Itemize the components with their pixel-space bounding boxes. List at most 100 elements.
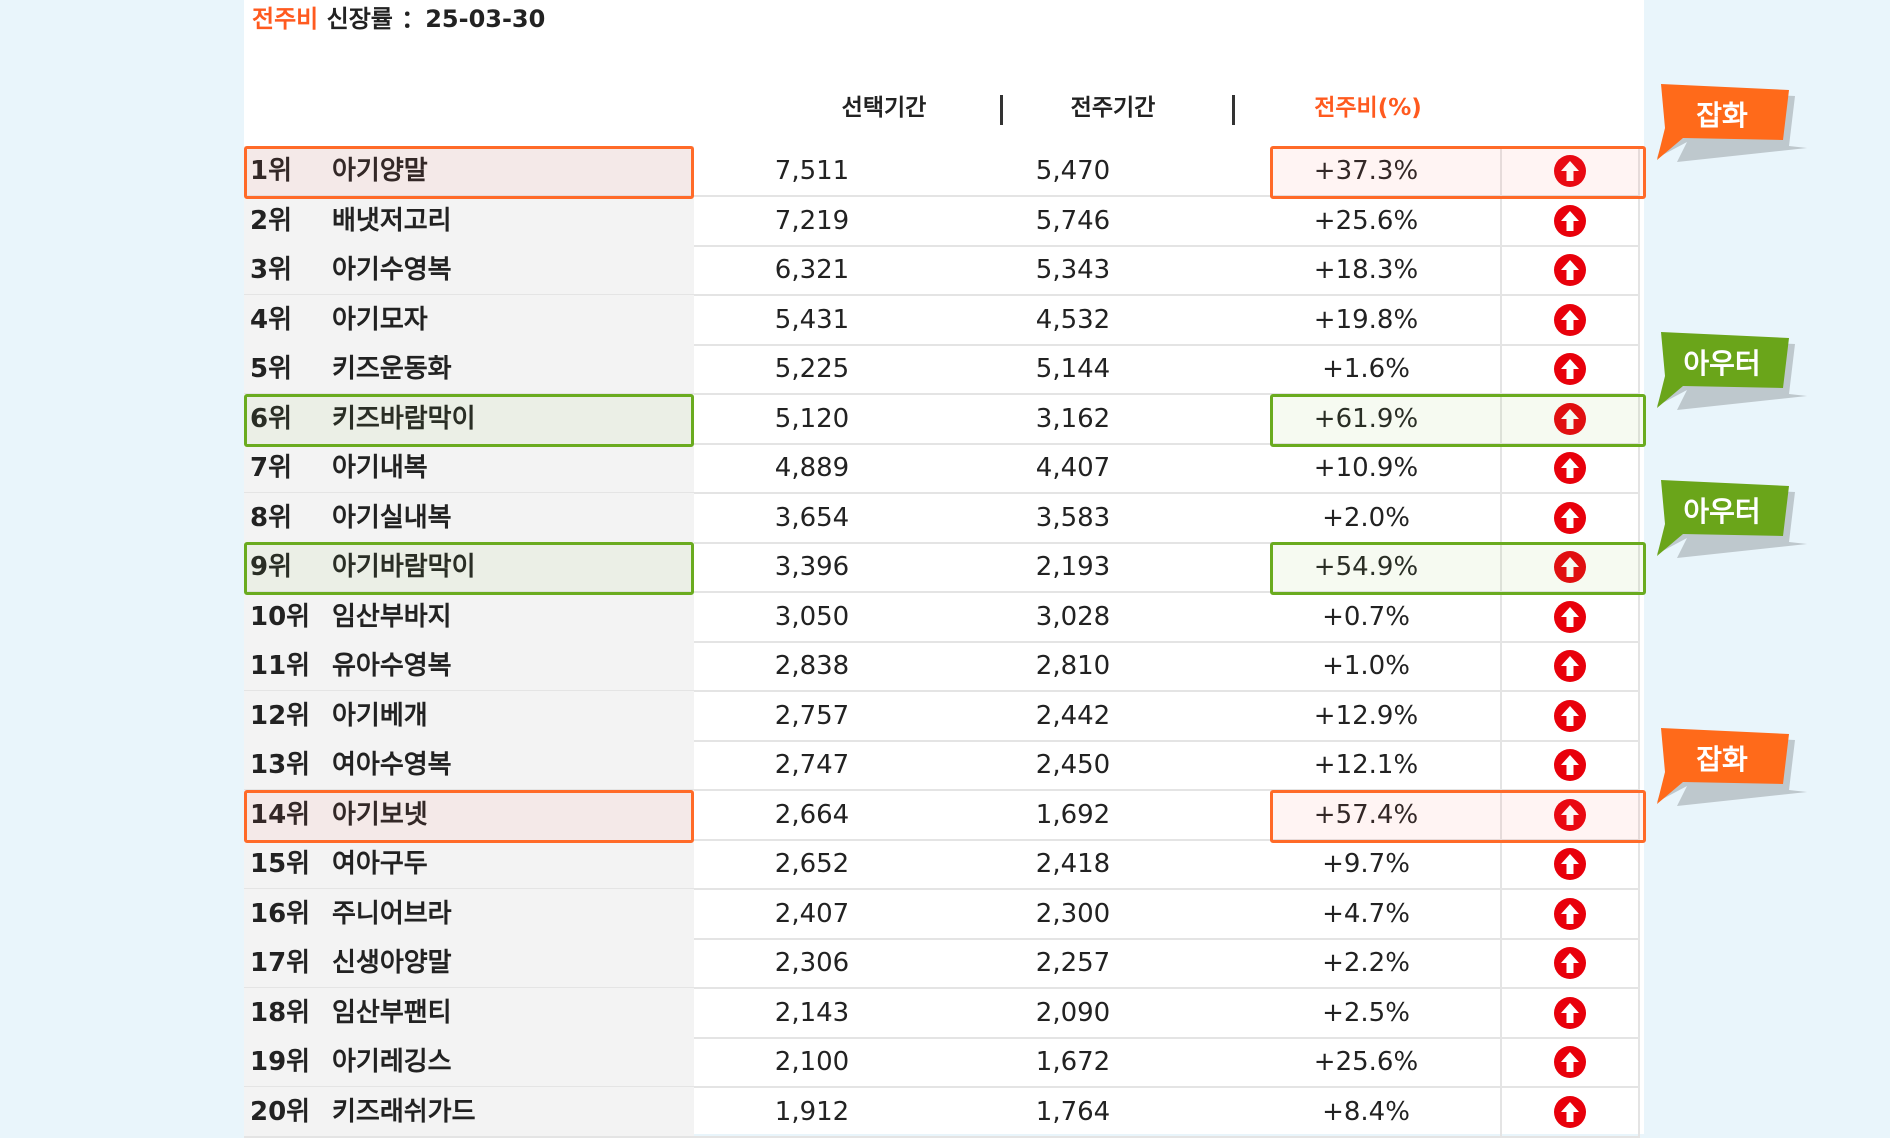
arrow-up-icon <box>1554 452 1586 484</box>
previous-value: 4,407 <box>1035 453 1111 483</box>
category-callout: 잡화 <box>1657 726 1807 816</box>
previous-value: 1,764 <box>1035 1096 1111 1127</box>
arrow-up-icon <box>1554 204 1586 237</box>
rank-label: 8위 <box>250 502 293 533</box>
keyword-name: 주니어브라 <box>332 898 452 929</box>
highlight-box-ratio <box>1270 393 1646 447</box>
previous-value: 2,418 <box>1035 849 1111 879</box>
selected-value: 2,306 <box>774 948 850 978</box>
selected-value: 2,757 <box>774 700 850 731</box>
table-row: 5위 키즈운동화 5,225 5,144 +1.6% <box>244 344 1640 395</box>
column-divider <box>1638 641 1640 690</box>
column-divider <box>1500 740 1502 789</box>
keyword-name: 키즈바람막이 <box>332 403 476 434</box>
previous-value: 2,300 <box>1035 898 1111 929</box>
table-row: 1위 아기양말 7,511 5,470 +37.3% <box>244 146 1640 197</box>
table-row: 7위 아기내복 4,889 4,407 +10.9% <box>244 443 1640 494</box>
column-divider <box>1638 443 1640 492</box>
name-cell <box>244 1086 694 1136</box>
rank-label: 6위 <box>250 403 293 434</box>
column-divider <box>1638 888 1640 938</box>
ratio-value: +2.2% <box>1322 948 1410 978</box>
highlight-box-name <box>244 542 694 595</box>
rank-label: 9위 <box>250 552 293 582</box>
ratio-value: +61.9% <box>1313 403 1419 434</box>
previous-value: 5,144 <box>1035 354 1111 384</box>
column-header-previous: 전주기간 <box>1070 95 1156 121</box>
arrow-up-icon <box>1554 303 1586 336</box>
selected-value: 3,050 <box>774 601 850 632</box>
name-cell <box>244 1037 694 1086</box>
previous-value: 5,746 <box>1035 205 1111 236</box>
arrow-up-icon <box>1554 353 1586 385</box>
ratio-value: +2.5% <box>1322 997 1410 1028</box>
rank-label: 4위 <box>250 304 293 335</box>
ratio-value: +9.7% <box>1322 849 1410 879</box>
rank-label: 2위 <box>250 205 293 236</box>
keyword-name: 아기바람막이 <box>332 552 476 582</box>
selected-value: 5,431 <box>774 304 850 335</box>
column-divider <box>1638 492 1640 542</box>
callout-label: 잡화 <box>1696 99 1748 132</box>
keyword-name: 임산부팬티 <box>332 997 452 1028</box>
callout-shape <box>1657 727 1807 806</box>
callout-shape <box>1657 480 1807 558</box>
column-divider <box>1500 195 1502 245</box>
highlight-box-ratio <box>1270 789 1646 843</box>
keyword-name: 아기모자 <box>332 304 428 335</box>
highlight-box-name <box>244 789 694 843</box>
selected-value: 2,100 <box>774 1047 850 1077</box>
column-divider <box>1500 1086 1502 1136</box>
rank-label: 14위 <box>250 799 311 830</box>
ratio-value: +2.0% <box>1322 502 1410 533</box>
table-row: 11위 유아수영복 2,838 2,810 +1.0% <box>244 641 1640 692</box>
column-divider <box>1638 987 1640 1037</box>
selected-value: 5,225 <box>774 354 850 384</box>
rank-label: 19위 <box>250 1047 311 1077</box>
name-cell <box>244 888 694 938</box>
keyword-name: 키즈운동화 <box>332 354 452 384</box>
table-row: 18위 임산부팬티 2,143 2,090 +2.5% <box>244 987 1640 1039</box>
keyword-name: 아기내복 <box>332 453 428 483</box>
rank-label: 12위 <box>250 700 311 731</box>
highlight-box-name <box>244 146 694 199</box>
name-cell <box>244 740 694 789</box>
column-divider <box>1638 839 1640 888</box>
previous-value: 2,257 <box>1035 948 1111 978</box>
ratio-value: +25.6% <box>1313 205 1419 236</box>
selected-value: 5,120 <box>774 403 850 434</box>
arrow-up-icon <box>1554 798 1586 831</box>
column-divider <box>1638 542 1640 591</box>
column-divider <box>1500 839 1502 888</box>
keyword-name: 아기보넷 <box>332 799 428 830</box>
keyword-name: 아기실내복 <box>332 502 452 533</box>
column-divider <box>1500 641 1502 690</box>
page-title: 전주비 신장률 ：25-03-30 <box>252 2 545 36</box>
name-cell <box>244 987 694 1037</box>
column-divider <box>1500 1037 1502 1086</box>
table-row: 3위 아기수영복 6,321 5,343 +18.3% <box>244 245 1640 296</box>
selected-value: 3,396 <box>774 552 850 582</box>
keyword-name: 아기수영복 <box>332 255 452 285</box>
selected-value: 7,511 <box>774 156 850 186</box>
table-row: 16위 주니어브라 2,407 2,300 +4.7% <box>244 888 1640 940</box>
column-divider <box>1638 690 1640 740</box>
column-header-selected: 선택기간 <box>841 95 927 121</box>
column-divider <box>1638 1086 1640 1136</box>
ratio-value: +8.4% <box>1322 1096 1410 1127</box>
arrow-up-icon <box>1554 947 1586 979</box>
table-row: 15위 여아구두 2,652 2,418 +9.7% <box>244 839 1640 890</box>
selected-value: 2,747 <box>774 750 850 780</box>
rank-label: 15위 <box>250 849 311 879</box>
ratio-value: +10.9% <box>1313 453 1419 483</box>
keyword-name: 임산부바지 <box>332 601 452 632</box>
arrow-up-icon <box>1554 1046 1586 1078</box>
name-cell <box>244 492 694 542</box>
arrow-up-icon <box>1554 155 1586 187</box>
column-divider <box>1638 591 1640 641</box>
name-cell <box>244 542 694 591</box>
previous-value: 5,470 <box>1035 156 1111 186</box>
name-cell <box>244 245 694 294</box>
column-divider <box>1500 146 1502 195</box>
table-row: 10위 임산부바지 3,050 3,028 +0.7% <box>244 591 1640 643</box>
